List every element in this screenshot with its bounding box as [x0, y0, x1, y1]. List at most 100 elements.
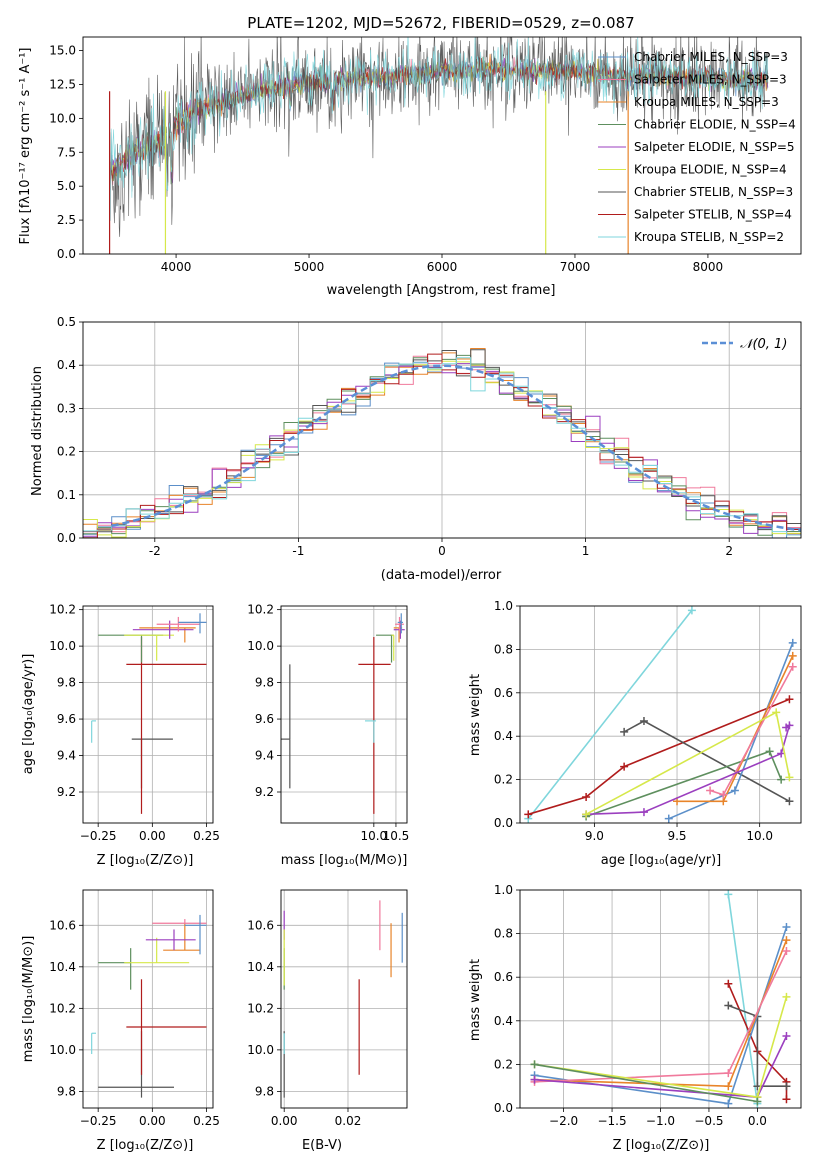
weight-marker [524, 810, 533, 819]
spectrum-lines [108, 37, 769, 254]
x-tick-label: -1 [292, 544, 304, 558]
y-tick-label: 0.3 [57, 401, 76, 415]
weight-z-ylabel: mass weight [468, 959, 483, 1041]
y-tick-label: 0.4 [494, 1014, 513, 1028]
x-tick-label: 0.0 [748, 1114, 767, 1128]
axes-frame [519, 889, 802, 1109]
y-tick-label: 10.6 [247, 918, 274, 932]
mass-ebv-xlabel: E(B-V) [302, 1138, 342, 1153]
weight-marker [664, 814, 673, 823]
spectrum-xlabel: wavelength [Angstrom, rest frame] [327, 283, 556, 298]
mass-weight-vs-age-panel: 9.0 9.5 10.0 0.0 0.2 0.4 0.6 0.8 1.0 age [log₁₀(… [468, 599, 802, 868]
weight-marker [639, 808, 648, 817]
axes-frame [280, 889, 408, 1109]
spectrum-panel: PLATE=1202, MJD=52672, FIBERID=0529, z=0… [18, 14, 802, 298]
weight-z-xlabel: Z [log₁₀(Z/Z⊙)] [613, 1138, 710, 1153]
x-tick-label: −1.0 [646, 1114, 675, 1128]
y-tick-label: 0.0 [57, 531, 76, 545]
weight-marker [724, 979, 733, 988]
weight-marker [788, 662, 797, 671]
spectrum-series-line [109, 37, 768, 237]
weight-lines [524, 606, 797, 823]
y-tick-label: 15.0 [49, 44, 76, 58]
y-tick-label: 9.6 [57, 712, 76, 726]
y-tick-label: 1.0 [494, 883, 513, 897]
spectrum-ylabel: Flux [fλ10⁻¹⁷ erg cm⁻² s⁻¹ A⁻¹] [18, 48, 33, 245]
y-tick-label: 10.0 [49, 1043, 76, 1057]
axes-frame [519, 605, 802, 824]
legend-entry-label: Kroupa ELODIE, N_SSP=4 [634, 163, 787, 177]
x-tick-label: 0.02 [335, 1114, 362, 1128]
x-tick-label: −0.5 [694, 1114, 723, 1128]
weight-series-line [534, 1063, 758, 1103]
y-tick-label: 0.0 [494, 1101, 513, 1115]
x-tick-label: 10.0 [360, 829, 387, 843]
y-tick-label: 10.0 [49, 111, 76, 125]
residual-legend: 𝒩(0, 1) [702, 337, 787, 352]
age-z-ylabel: age [log₁₀(age/yr)] [21, 654, 36, 775]
y-tick-label: 1.0 [494, 599, 513, 613]
y-tick-label: 0.0 [494, 816, 513, 830]
age-z-xlabel: Z [log₁₀(Z/Z⊙)] [97, 853, 194, 868]
axes-frame [280, 605, 408, 824]
y-tick-label: 9.8 [255, 676, 274, 690]
weight-marker [782, 992, 791, 1001]
x-tick-label: -2 [149, 544, 161, 558]
y-tick-label: 10.0 [247, 639, 274, 653]
residual-ylabel: Normed distribution [30, 366, 45, 496]
y-tick-label: 0.2 [57, 445, 76, 459]
weight-marker [782, 723, 791, 732]
x-tick-label: 0.00 [139, 829, 166, 843]
y-tick-label: 2.5 [57, 213, 76, 227]
x-tick-label: 1 [582, 544, 590, 558]
y-tick-label: 0.6 [494, 686, 513, 700]
x-tick-label: 9.0 [585, 829, 604, 843]
y-tick-label: 10.0 [49, 639, 76, 653]
y-tick-label: 9.8 [57, 676, 76, 690]
errorbar-group [91, 613, 207, 814]
weight-marker [772, 708, 781, 717]
weight-marker [782, 923, 791, 932]
y-tick-label: 9.4 [57, 749, 76, 763]
weight-marker [582, 810, 591, 819]
weight-marker [620, 762, 629, 771]
residual-panel: -2 -1 0 1 2 0.0 0.1 0.2 0.3 0.4 0.5 (data-model)/e… [30, 315, 802, 583]
weight-series-line [527, 609, 693, 820]
weight-marker [724, 1099, 733, 1108]
weight-marker [765, 747, 774, 756]
axes-frame [82, 889, 214, 1109]
legend-entry-label: Salpeter STELIB, N_SSP=4 [634, 208, 792, 222]
weight-marker [782, 1082, 791, 1091]
y-tick-label: 9.2 [57, 785, 76, 799]
x-tick-label: 4000 [161, 260, 192, 274]
spectrum-legend: Chabrier MILES, N_SSP=3 Salpeter MILES, N… [598, 50, 796, 244]
age-vs-mass-panel: 10.010.59.29.49.69.810.010.2 mass [log₁₀… [247, 603, 409, 868]
y-tick-label: 10.2 [247, 1001, 274, 1015]
weight-marker [785, 773, 794, 782]
weight-marker [706, 786, 715, 795]
y-tick-label: 0.8 [494, 642, 513, 656]
weight-series-line [728, 1004, 787, 1087]
weight-marker [724, 1069, 733, 1078]
y-tick-label: 0.4 [57, 358, 76, 372]
y-tick-label: 10.2 [247, 603, 274, 617]
mass-weight-vs-metallicity-panel: −2.0 −1.5 −1.0 −0.5 0.0 0.0 0.2 0.4 0.6 0.8 1.0 Z … [468, 883, 802, 1153]
y-tick-label: 5.0 [57, 179, 76, 193]
errorbar-group [91, 914, 207, 1098]
mass-z-ylabel: mass [log₁₀(M/M⊙)] [21, 936, 36, 1063]
weight-marker [724, 1082, 733, 1091]
legend-entry-label: Kroupa STELIB, N_SSP=2 [634, 230, 784, 244]
axes-frame [82, 36, 802, 255]
x-tick-label: 0.25 [193, 1114, 220, 1128]
y-tick-label: 0.0 [57, 247, 76, 261]
x-tick-label: 0.00 [271, 1114, 298, 1128]
weight-series-line [727, 894, 759, 1104]
weight-marker [788, 638, 797, 647]
y-tick-label: 0.6 [494, 970, 513, 984]
age-vs-metallicity-panel: −0.25 0.00 0.25 9.2 9.4 9.6 9.8 10.0 10.2 Z [log… [21, 603, 220, 868]
residual-legend-label: 𝒩(0, 1) [740, 337, 787, 352]
spectrum-title: PLATE=1202, MJD=52672, FIBERID=0529, z=0… [247, 14, 634, 32]
y-tick-label: 9.4 [255, 749, 274, 763]
weight-marker [719, 790, 728, 799]
